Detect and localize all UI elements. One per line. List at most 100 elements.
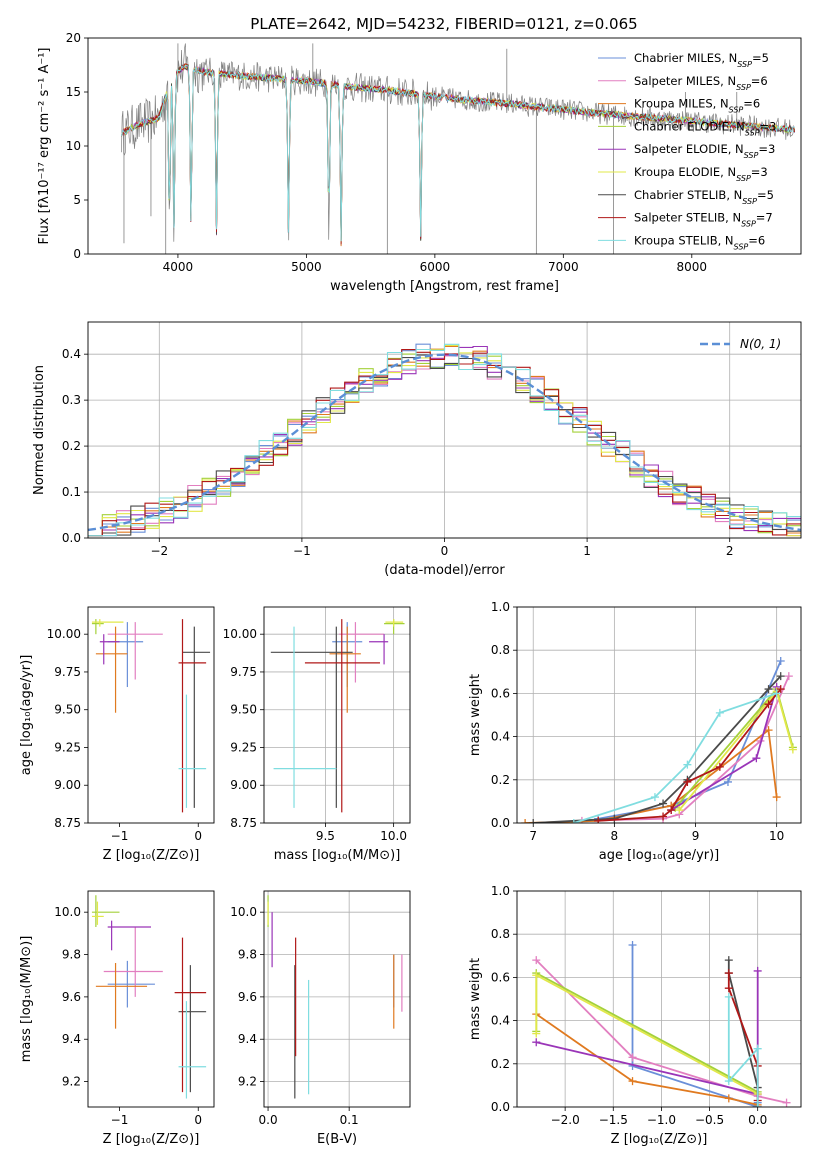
weight-marker	[532, 1038, 541, 1047]
weight-marker	[683, 760, 692, 769]
error-bar-chabrier-elodie	[91, 619, 104, 635]
weight-marker	[532, 1029, 541, 1038]
weight-series-kroupa-elodie	[675, 687, 797, 815]
weight-series-salpeter-miles	[532, 956, 791, 1107]
weight-marker	[659, 799, 668, 808]
legend-label: Chabrier ELODIE, NSSP=3	[634, 119, 776, 137]
weight-marker	[628, 941, 637, 949]
y-tick-label: 9.6	[238, 990, 257, 1004]
x-tick-label: 8000	[677, 260, 708, 274]
weight-marker	[788, 745, 797, 754]
panel-mass_vs_ebv: 0.0 0.1 9.2 9.4 9.6 9.8 10.0 E(B-V)	[230, 890, 411, 1147]
y-tick-label: 10.00	[223, 627, 257, 641]
weight-marker	[532, 956, 541, 965]
error-bar-chabrier-elodie	[384, 619, 405, 635]
x-tick-label: −0.5	[695, 1113, 724, 1127]
y-tick-label: 9.00	[54, 778, 81, 792]
weight-marker	[782, 1098, 791, 1107]
weight-marker	[753, 966, 762, 975]
y-tick-label: 0.4	[62, 347, 81, 361]
weight-marker	[724, 1094, 733, 1103]
weight-marker	[675, 806, 684, 815]
legend-label-suffix: =3	[751, 165, 768, 179]
y-axis-label: Normed distribution	[32, 365, 47, 495]
y-tick-label: 9.25	[230, 740, 257, 754]
y-tick-label: 9.4	[238, 1032, 257, 1046]
legend-label-sub: SSP	[741, 219, 756, 228]
x-tick-label: 6000	[420, 260, 451, 274]
plot-area	[88, 343, 801, 537]
legend-label: Kroupa STELIB, NSSP=6	[634, 233, 765, 251]
legend-label: Kroupa MILES, NSSP=6	[634, 97, 760, 115]
legend-label-sub: SSP	[734, 242, 749, 251]
weight-marker	[650, 793, 659, 802]
weight-marker	[529, 819, 538, 823]
weight-series-kroupa-miles	[532, 1010, 762, 1107]
error-bar-salpeter-elodie	[107, 920, 151, 951]
x-axis-label: (data-model)/error	[384, 563, 505, 578]
error-bar-chabrier-miles	[107, 960, 155, 1008]
error-bar-kroupa-elodie	[91, 901, 104, 925]
weight-marker	[532, 971, 541, 980]
y-tick-label: 0.6	[491, 970, 510, 984]
error-bar-salpeter-miles	[339, 622, 385, 683]
figure-title: PLATE=2642, MJD=54232, FIBERID=0121, z=0…	[250, 15, 637, 33]
weight-marker	[776, 672, 785, 681]
x-axis-label: Z [log₁₀(Z/Z⊙)]	[611, 1132, 708, 1147]
panel-weight_vs_z: −2.0 −1.5 −1.0 −0.5 0.0 0.0 0.2 0.4 0.6 0.8 1.0 Z […	[468, 884, 802, 1147]
weight-marker	[724, 992, 733, 1001]
error-bar-kroupa-stelib	[178, 694, 207, 808]
x-axis-label: age [log₁₀(age/yr)]	[599, 848, 720, 863]
panel-spectrum: 4000 5000 6000 7000 8000 0 5 10 15 20 wavelength […	[37, 31, 802, 294]
legend-label: N(0, 1)	[740, 337, 781, 351]
plot-area	[120, 43, 796, 254]
legend-label-sub: SSP	[742, 196, 757, 205]
y-axis-label: mass weight	[468, 674, 483, 756]
x-tick-label: 1	[583, 544, 591, 558]
y-tick-label: 9.2	[62, 1075, 81, 1089]
legend-label-sub: SSP	[737, 60, 752, 69]
x-tick-label: 5000	[291, 260, 322, 274]
y-tick-label: 5	[73, 193, 81, 207]
y-tick-label: 0.1	[62, 485, 81, 499]
weight-marker	[772, 793, 781, 802]
weight-marker	[715, 708, 724, 717]
error-bar-salpeter-miles	[103, 927, 163, 997]
axes-frame	[516, 606, 802, 824]
x-tick-label: −1.0	[647, 1113, 676, 1127]
weight-line	[535, 973, 759, 1095]
weight-marker	[724, 956, 733, 965]
plot-area	[91, 619, 211, 813]
weight-series-kroupa-stelib	[724, 992, 762, 1107]
weight-marker	[659, 812, 668, 821]
weight-marker	[521, 819, 530, 823]
legend-label: Kroupa ELODIE, NSSP=3	[634, 165, 768, 183]
weight-series-kroupa-miles	[521, 726, 781, 823]
spectrum-legend: Chabrier MILES, NSSP=5 Salpeter MILES, NS…	[598, 51, 776, 251]
weight-marker	[715, 762, 724, 771]
panel-age_vs_mass: 9.5 10.0 8.75 9.00 9.25 9.50 9.75 10.00 mass [lo…	[223, 606, 411, 863]
weight-marker	[724, 969, 733, 978]
y-tick-label: 20	[66, 31, 81, 45]
weight-line	[525, 728, 778, 823]
error-bar-salpeter-stelib	[304, 619, 380, 813]
y-tick-label: 0.2	[62, 439, 81, 453]
weight-marker	[753, 1103, 762, 1107]
error-bar-kroupa-miles	[95, 963, 148, 1029]
plot-area	[91, 895, 207, 1099]
weight-series-salpeter-stelib	[594, 685, 785, 823]
weight-marker	[683, 777, 692, 786]
x-tick-label: −2.0	[551, 1113, 580, 1127]
weight-line	[597, 660, 782, 820]
x-tick-label: −1	[111, 1113, 129, 1127]
weight-marker	[667, 806, 676, 815]
weight-marker	[752, 754, 761, 763]
x-tick-label: 10	[769, 829, 784, 843]
legend-label: Chabrier MILES, NSSP=5	[634, 51, 769, 69]
axes-frame	[263, 890, 411, 1108]
plot-area	[267, 895, 403, 1099]
axes-frame	[87, 606, 215, 824]
error-bar-kroupa-elodie	[385, 619, 404, 627]
x-tick-label: 10.0	[380, 829, 407, 843]
